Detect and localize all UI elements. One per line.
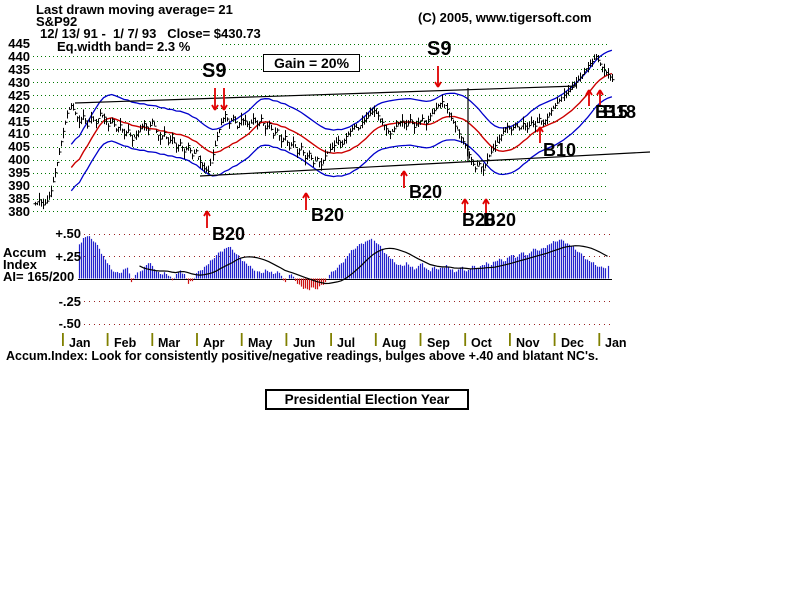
- gain-badge: Gain = 20%: [263, 54, 360, 72]
- month-label: Feb: [114, 336, 137, 350]
- buy-arrow-icon: [203, 210, 211, 228]
- month-tick: [374, 333, 377, 346]
- buy-arrow-icon: [400, 170, 408, 188]
- price-axis-label: 390: [8, 178, 30, 193]
- month-label: Jan: [69, 336, 91, 350]
- month-tick: [553, 333, 556, 346]
- sell-arrow-icon: [211, 88, 219, 111]
- accum-histogram: [78, 236, 610, 291]
- accum-index-caption: Accum.Index: Look for consistently posit…: [6, 349, 599, 363]
- price-axis-label: 385: [8, 191, 30, 206]
- month-tick: [62, 333, 64, 346]
- month-label: May: [248, 336, 273, 350]
- price-axis-label: 440: [8, 49, 30, 64]
- accum-smoothed-line: [139, 245, 608, 285]
- header-band-width: Eq.width band= 2.3 %: [57, 39, 191, 54]
- buy-arrow-icon: [461, 198, 469, 216]
- price-axis-label: 400: [8, 152, 30, 167]
- price-bars: [33, 54, 615, 210]
- month-label: Jun: [293, 336, 316, 350]
- month-tick: [419, 333, 422, 346]
- price-axis-label: 420: [8, 101, 30, 116]
- buy-arrow-icon: [585, 89, 593, 106]
- month-tick: [196, 333, 198, 346]
- copyright-text: (C) 2005, www.tigersoft.com: [418, 10, 592, 25]
- price-axis-label: 445: [8, 36, 30, 51]
- accum-label-line1: Accum: [3, 245, 47, 260]
- month-tick: [106, 333, 109, 346]
- month-tick: [464, 333, 467, 346]
- month-tick: [330, 333, 332, 346]
- month-label: Jan: [605, 336, 627, 350]
- month-label: Jul: [337, 336, 356, 350]
- signal-label-b20: B20: [311, 205, 345, 225]
- price-axis-label: 425: [8, 88, 30, 103]
- moving-average-line: [70, 72, 613, 168]
- signal-label-b20: B20: [483, 210, 517, 230]
- price-axis-label: 405: [8, 139, 30, 154]
- month-label: Nov: [516, 336, 540, 350]
- signal-label-b18: B18: [603, 102, 637, 122]
- signal-arrows: [203, 66, 604, 228]
- signal-label-s9: S9: [202, 60, 227, 82]
- month-tick: [285, 333, 288, 346]
- buy-arrow-icon: [596, 89, 604, 106]
- header-symbol: S&P92: [36, 14, 78, 29]
- accum-axis-label: +.50: [55, 226, 81, 241]
- price-axis-label: 395: [8, 165, 30, 180]
- price-axis-label: 435: [8, 62, 30, 77]
- month-tick: [240, 333, 243, 346]
- signal-label-s9: S9: [427, 38, 452, 60]
- accum-ai-value: AI= 165/200: [3, 269, 75, 284]
- month-label: Mar: [158, 336, 181, 350]
- signal-label-b20: B20: [462, 210, 496, 230]
- buy-arrow-icon: [302, 192, 310, 210]
- month-tick: [509, 333, 511, 346]
- price-axis-label: 410: [8, 126, 30, 141]
- month-label: Oct: [471, 336, 492, 350]
- price-axis-label: 415: [8, 114, 30, 129]
- month-label: Dec: [561, 336, 584, 350]
- accum-axis-label: -.50: [58, 316, 81, 331]
- signal-label-b15: B15: [595, 102, 629, 122]
- header-moving-average: Last drawn moving average= 21: [36, 2, 233, 17]
- election-year-banner: Presidential Election Year: [265, 389, 469, 410]
- price-axis-label: 430: [8, 75, 30, 90]
- header-date-range-close: 12/ 13/ 91 - 1/ 7/ 93 Close= $430.73: [40, 26, 261, 41]
- price-axis-label: 380: [8, 204, 30, 219]
- month-label: Sep: [427, 336, 450, 350]
- accum-axis-label: -.25: [58, 294, 81, 309]
- month-ticks: [62, 333, 601, 346]
- month-tick: [598, 333, 601, 346]
- price-bands: [70, 49, 613, 192]
- signal-label-b20: B20: [212, 224, 246, 244]
- accum-axis-label: +.25: [55, 249, 81, 264]
- sell-arrow-icon: [220, 88, 228, 111]
- signal-label-b10: B10: [543, 140, 577, 160]
- buy-arrow-icon: [482, 198, 490, 216]
- month-tick: [151, 333, 154, 346]
- accum-label-line2: Index: [3, 257, 37, 272]
- buy-arrow-icon: [536, 126, 544, 143]
- signal-label-b20: B20: [409, 182, 443, 202]
- sell-arrow-icon: [434, 66, 442, 88]
- month-label: Apr: [203, 336, 225, 350]
- month-label: Aug: [382, 336, 407, 350]
